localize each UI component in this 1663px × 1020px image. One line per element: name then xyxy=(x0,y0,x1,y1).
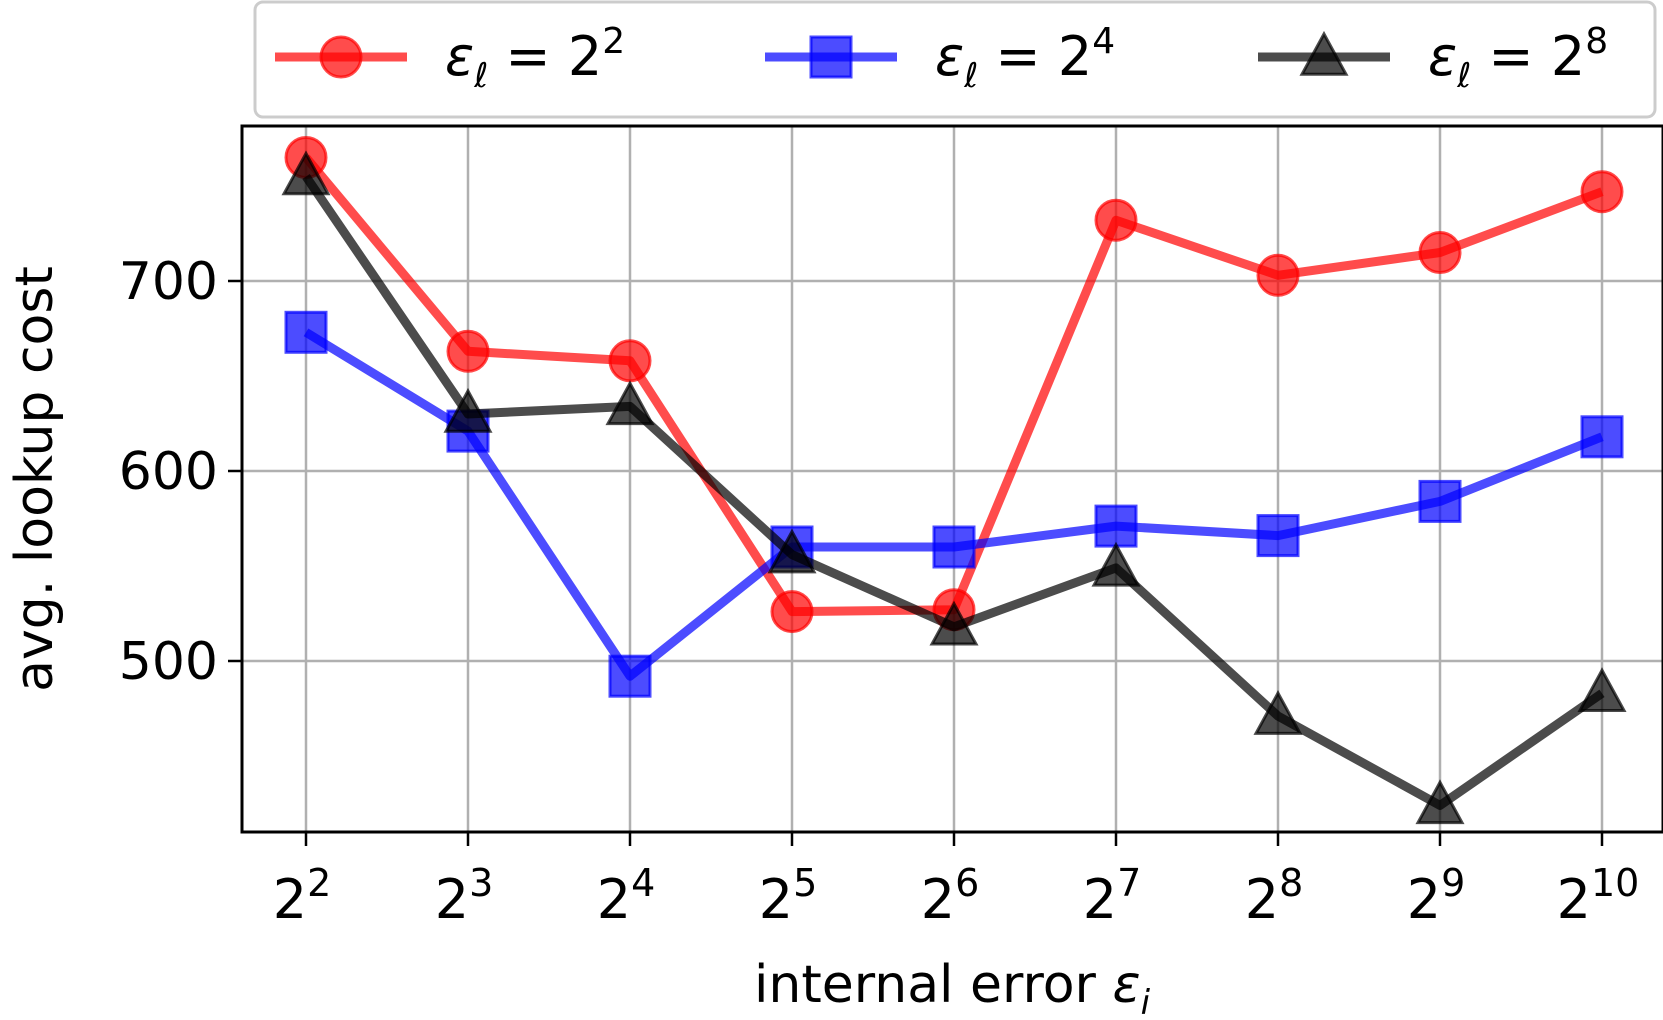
x-axis-label: internal error εi xyxy=(754,955,1151,1020)
x-tick-label: 28 xyxy=(1245,861,1304,931)
grid-lines xyxy=(242,126,1663,832)
data-point-circle xyxy=(770,590,814,634)
legend-entry: εℓ = 24 xyxy=(765,21,1115,96)
plot-frame xyxy=(240,124,1663,834)
data-point-circle xyxy=(1580,170,1624,214)
data-point-square xyxy=(809,35,853,79)
series-square xyxy=(284,310,1624,698)
data-point-triangle xyxy=(929,600,979,646)
data-point-square xyxy=(284,310,328,354)
legend-entry: εℓ = 28 xyxy=(1258,21,1608,96)
data-point-triangle xyxy=(1091,541,1141,587)
y-tick-label: 500 xyxy=(119,632,218,692)
y-axis-label: avg. lookup cost xyxy=(5,266,65,692)
data-point-square xyxy=(1256,514,1300,558)
legend-entry: εℓ = 22 xyxy=(275,21,625,96)
x-tick-label: 23 xyxy=(435,861,494,931)
data-point-triangle xyxy=(605,380,655,426)
legend-label: εℓ = 28 xyxy=(1428,21,1608,96)
x-axis-label-text: internal error xyxy=(754,955,1097,1015)
data-point-triangle xyxy=(1415,779,1465,825)
legend-label: εℓ = 22 xyxy=(445,21,625,96)
legend-label: εℓ = 24 xyxy=(935,21,1115,96)
data-point-triangle xyxy=(1253,689,1303,735)
data-point-square xyxy=(608,654,652,698)
x-axis-label-symbol: ε xyxy=(1112,955,1140,1015)
y-tick-label: 600 xyxy=(119,442,218,502)
x-tick-label: 26 xyxy=(921,861,980,931)
series-triangle xyxy=(281,150,1627,825)
x-tick-label: 29 xyxy=(1407,861,1466,931)
axis-ticks: 22 23 24 25 26 27 28 29 210 500 600 700 xyxy=(119,252,1640,931)
data-point-triangle xyxy=(1577,667,1627,713)
data-point-circle xyxy=(1256,253,1300,297)
x-tick-label: 24 xyxy=(597,861,656,931)
legend-frame xyxy=(253,0,1657,119)
data-point-triangle xyxy=(443,387,493,433)
series-layer xyxy=(281,136,1627,825)
data-point-triangle xyxy=(767,528,817,574)
legend: εℓ = 22 εℓ = 24 εℓ = 28 xyxy=(253,0,1657,119)
data-point-circle xyxy=(446,329,490,373)
data-point-square xyxy=(932,525,976,569)
data-point-triangle xyxy=(1299,30,1349,76)
data-point-square xyxy=(1580,415,1624,459)
x-tick-label: 25 xyxy=(759,861,818,931)
data-point-circle xyxy=(1094,198,1138,242)
data-point-circle xyxy=(319,35,363,79)
data-point-circle xyxy=(1418,231,1462,274)
data-point-square xyxy=(1418,479,1462,523)
x-tick-label: 210 xyxy=(1557,861,1640,931)
x-tick-label: 22 xyxy=(273,861,332,931)
x-axis-label-subscript: i xyxy=(1141,983,1151,1020)
data-point-triangle xyxy=(281,150,331,196)
y-tick-label: 700 xyxy=(119,252,218,312)
data-point-circle xyxy=(608,339,652,383)
data-point-square xyxy=(1094,504,1138,548)
x-tick-label: 27 xyxy=(1083,861,1142,931)
